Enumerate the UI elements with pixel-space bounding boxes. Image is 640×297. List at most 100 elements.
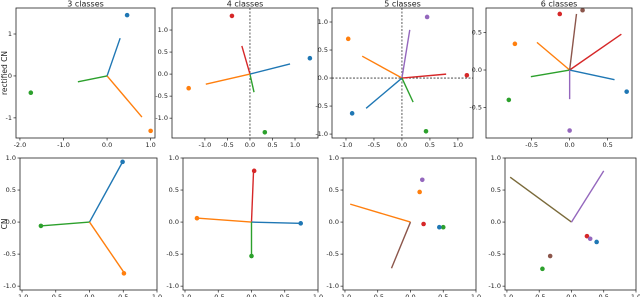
x-tick-label: 0.0 [245, 141, 255, 149]
point [421, 221, 426, 227]
y-tick-label: -0.5 [326, 250, 339, 258]
point [580, 7, 585, 13]
y-tick-label: 0.5 [329, 186, 339, 194]
x-tick-label: -2.0 [14, 141, 27, 149]
x-tick-label: 0.5 [118, 293, 128, 297]
point [587, 236, 593, 242]
axes-frame [182, 157, 319, 291]
x-tick-label: -1.0 [501, 293, 514, 297]
x-tick-label: -0.5 [221, 141, 234, 149]
y-tick-label: -1 [6, 114, 12, 122]
y-tick-label: 1.0 [329, 154, 339, 162]
y-tick-label: 1.0 [6, 154, 16, 162]
segment [40, 221, 90, 227]
x-tick-label: 1.0 [453, 141, 463, 149]
segment [88, 162, 123, 223]
x-tick-label: 0.0 [405, 293, 415, 297]
y-tick-label: -0.5 [469, 103, 482, 111]
point [547, 253, 553, 259]
y-tick-label: 0.5 [169, 186, 179, 194]
axes-frame [331, 7, 474, 139]
point [557, 11, 563, 17]
x-tick-label: -0.5 [525, 141, 538, 149]
x-tick-label: 0.5 [280, 293, 290, 297]
x-tick-label: -0.5 [49, 293, 62, 297]
segment [205, 73, 251, 85]
x-tick-label: 0.5 [438, 293, 448, 297]
y-tick-label: 0.5 [491, 186, 501, 194]
y-tick-label: -1.0 [326, 282, 339, 290]
y-tick-label: 1.0 [169, 154, 179, 162]
y-tick-label: -1.0 [315, 130, 328, 138]
point [506, 97, 512, 103]
y-tick-label: -0.5 [315, 102, 328, 110]
x-tick-label: 0.0 [397, 141, 407, 149]
segment [401, 29, 411, 79]
y-tick-label: 0.0 [6, 218, 16, 226]
segment [536, 41, 571, 71]
segment [350, 203, 411, 223]
x-tick-label: 0.5 [267, 141, 277, 149]
segment [198, 217, 252, 223]
point [345, 36, 351, 42]
point [424, 14, 430, 20]
panel-title: 4 classes [227, 0, 264, 9]
x-tick-label: -1.0 [199, 141, 212, 149]
segment [77, 75, 108, 83]
segment [106, 37, 121, 77]
point [249, 253, 254, 259]
point [440, 224, 446, 230]
segment [249, 73, 255, 93]
x-tick-label: -0.5 [368, 141, 381, 149]
point [298, 221, 304, 226]
point [307, 55, 313, 61]
axes-frame [504, 157, 637, 291]
point [38, 223, 44, 229]
x-tick-label: -0.5 [533, 293, 546, 297]
y-tick-label: -0.5 [3, 250, 16, 258]
segment [570, 170, 605, 223]
point [251, 168, 257, 174]
segment [509, 176, 572, 223]
y-tick-label: -1.0 [155, 114, 168, 122]
segment [401, 77, 414, 103]
segment [241, 45, 251, 75]
y-tick-label: 1.0 [491, 154, 501, 162]
segment [530, 69, 570, 78]
y-tick-label: 1.0 [318, 18, 328, 26]
axes-frame [485, 7, 633, 139]
axes-frame [171, 7, 319, 139]
segment [361, 55, 403, 79]
segment [365, 77, 403, 109]
segment [568, 13, 578, 71]
segment [88, 221, 124, 272]
x-tick-label: 0.0 [246, 293, 256, 297]
x-tick-label: 0.5 [602, 141, 612, 149]
x-tick-label: -1.0 [179, 293, 192, 297]
y-tick-label: 0 [8, 72, 12, 80]
point [148, 128, 153, 134]
y-tick-label: -0.5 [166, 250, 179, 258]
panel-title: 5 classes [384, 0, 421, 9]
y-tick-label: 0.0 [329, 218, 339, 226]
y-tick-label: 0.5 [472, 29, 482, 37]
x-tick-label: -0.5 [212, 293, 225, 297]
y-tick-label: 0.0 [472, 66, 482, 74]
x-tick-label: 1.0 [631, 293, 640, 297]
x-tick-label: -1.0 [339, 293, 352, 297]
point [540, 266, 545, 272]
axes-frame [342, 157, 477, 291]
x-tick-label: 0.5 [425, 141, 435, 149]
x-tick-label: -0.5 [371, 293, 384, 297]
point [464, 72, 470, 78]
x-tick-label: -1.0 [340, 141, 353, 149]
y-axis-label: CN [0, 219, 9, 230]
axes-frame [19, 157, 158, 291]
segment [250, 172, 255, 223]
y-tick-label: 0.0 [318, 74, 328, 82]
point [229, 13, 235, 19]
x-tick-label: 0.0 [564, 141, 574, 149]
segment [401, 73, 447, 79]
x-tick-label: 1.0 [471, 293, 481, 297]
x-tick-label: 1.0 [152, 293, 162, 297]
